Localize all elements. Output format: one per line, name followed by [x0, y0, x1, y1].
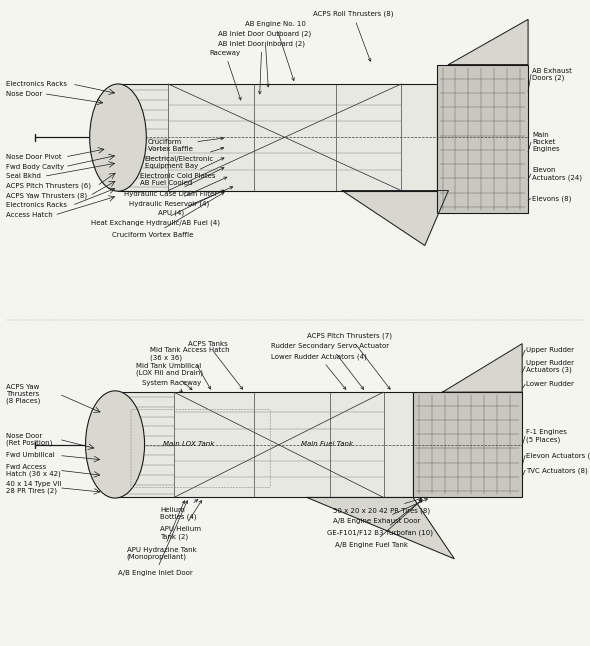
Bar	[118, 84, 437, 191]
Text: AB Inlet Door Outboard (2): AB Inlet Door Outboard (2)	[218, 30, 312, 87]
Text: Upper Rudder: Upper Rudder	[526, 347, 574, 353]
Text: Fwd Access
Hatch (36 x 42): Fwd Access Hatch (36 x 42)	[6, 464, 61, 477]
Text: Helium
Bottles (4): Helium Bottles (4)	[160, 499, 198, 520]
Polygon shape	[442, 344, 522, 392]
Text: Hydraulic Reservoir (4): Hydraulic Reservoir (4)	[129, 177, 227, 207]
Text: Nose Door
(Ret Position): Nose Door (Ret Position)	[6, 433, 53, 446]
Text: F-1 Engines
(5 Places): F-1 Engines (5 Places)	[526, 430, 567, 443]
Text: Lower Rudder: Lower Rudder	[526, 381, 574, 388]
Text: Electrical/Electronic
Equipment Bay: Electrical/Electronic Equipment Bay	[145, 147, 224, 169]
Text: A/B Engine Exhaust Door: A/B Engine Exhaust Door	[333, 499, 427, 525]
Text: Elevons (8): Elevons (8)	[532, 195, 572, 202]
Text: ACPS Pitch Thrusters (6): ACPS Pitch Thrusters (6)	[6, 183, 91, 189]
Bar	[115, 392, 413, 497]
Text: System Raceway: System Raceway	[142, 380, 201, 391]
Text: TVC Actuators (8): TVC Actuators (8)	[526, 467, 588, 474]
Text: ACPS Roll Thrusters (8): ACPS Roll Thrusters (8)	[313, 11, 393, 61]
Text: Electronics Racks: Electronics Racks	[6, 81, 67, 87]
Text: Fwd Umbilical: Fwd Umbilical	[6, 452, 55, 459]
Text: ACPS Yaw
Thrusters
(8 Places): ACPS Yaw Thrusters (8 Places)	[6, 384, 40, 404]
Text: Cruciform Vortex Baffle: Cruciform Vortex Baffle	[112, 193, 224, 238]
Text: Elevon Actuators (24): Elevon Actuators (24)	[526, 452, 590, 459]
Text: ACPS Pitch Thrusters (7): ACPS Pitch Thrusters (7)	[307, 333, 392, 390]
Text: AB Inlet Door Inboard (2): AB Inlet Door Inboard (2)	[218, 40, 305, 94]
Text: A/B Engine Fuel Tank: A/B Engine Fuel Tank	[335, 500, 422, 548]
Text: Nose Door: Nose Door	[6, 90, 42, 97]
Polygon shape	[448, 19, 528, 65]
Text: Access Hatch: Access Hatch	[6, 212, 53, 218]
Text: APU Hydrazine Tank
(Monopropellant): APU Hydrazine Tank (Monopropellant)	[127, 501, 196, 560]
Text: Nose Door Pivot: Nose Door Pivot	[6, 154, 61, 160]
Text: 50 x 20 x 20 42 PR Tires (8): 50 x 20 x 20 42 PR Tires (8)	[333, 498, 431, 514]
Polygon shape	[342, 191, 448, 245]
Text: GE-F101/F12 B3 Turbofan (10): GE-F101/F12 B3 Turbofan (10)	[327, 499, 434, 536]
Text: Fwd Body Cavity: Fwd Body Cavity	[6, 163, 64, 170]
Text: AB Engine No. 10: AB Engine No. 10	[245, 21, 306, 81]
Bar	[437, 65, 528, 213]
Text: Elevon
Actuators (24): Elevon Actuators (24)	[532, 167, 582, 180]
Text: Electronics Racks: Electronics Racks	[6, 202, 67, 209]
Text: Cruciform
Vortex Baffle: Cruciform Vortex Baffle	[148, 137, 224, 152]
Text: Main LOX Tank: Main LOX Tank	[163, 441, 214, 448]
Bar	[413, 392, 522, 497]
Ellipse shape	[86, 391, 145, 498]
Text: Main
Rocket
Engines: Main Rocket Engines	[532, 132, 560, 152]
Text: AB Exhaust
Doors (2): AB Exhaust Doors (2)	[532, 68, 572, 81]
Text: Mid Tank Access Hatch
(36 x 36): Mid Tank Access Hatch (36 x 36)	[150, 348, 230, 389]
Text: A/B Engine Inlet Door: A/B Engine Inlet Door	[118, 501, 193, 576]
Text: Main Fuel Tank: Main Fuel Tank	[301, 441, 353, 448]
Text: Lower Rudder Actuators (4): Lower Rudder Actuators (4)	[271, 353, 367, 390]
Text: Raceway: Raceway	[209, 50, 241, 100]
Polygon shape	[307, 497, 454, 559]
Text: APU Helium
Tank (2): APU Helium Tank (2)	[160, 501, 202, 539]
Text: Seal Bkhd: Seal Bkhd	[6, 173, 41, 180]
Text: Rudder Secondary Servo Actuator: Rudder Secondary Servo Actuator	[271, 343, 389, 390]
Text: ACPS Tanks: ACPS Tanks	[188, 340, 242, 390]
Text: ACPS Yaw Thrusters (8): ACPS Yaw Thrusters (8)	[6, 193, 87, 199]
Text: Heat Exchange Hydraulic/AB Fuel (4): Heat Exchange Hydraulic/AB Fuel (4)	[91, 190, 224, 226]
Text: Hydraulic Case Drain Filter: Hydraulic Case Drain Filter	[124, 167, 224, 197]
Text: Mid Tank Umbilical
(LOX Fill and Drain): Mid Tank Umbilical (LOX Fill and Drain)	[136, 363, 203, 390]
Text: APU (4): APU (4)	[158, 187, 232, 216]
Ellipse shape	[90, 84, 146, 191]
Text: Electronic Cold Plates
AB Fuel Cooled: Electronic Cold Plates AB Fuel Cooled	[140, 158, 224, 186]
Text: 40 x 14 Type VII
28 PR Tires (2): 40 x 14 Type VII 28 PR Tires (2)	[6, 481, 61, 494]
Text: Upper Rudder
Actuators (3): Upper Rudder Actuators (3)	[526, 360, 574, 373]
